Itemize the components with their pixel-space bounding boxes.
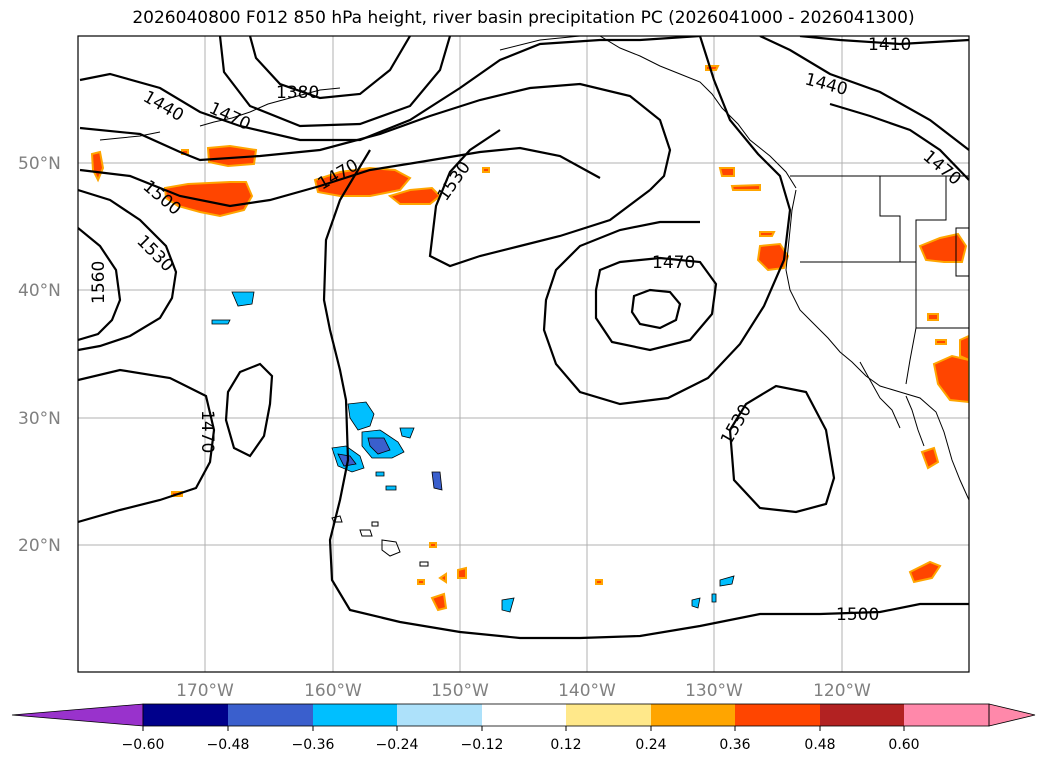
- colorbar-low-extend: [11, 703, 144, 727]
- lat-label: 40°N: [18, 281, 61, 301]
- colorbar-tick-label: −0.12: [461, 737, 504, 753]
- contour-label: 1470: [197, 410, 217, 453]
- positive-precip-patches: [90, 65, 969, 612]
- colorbar-bin: [228, 704, 313, 726]
- colorbar-bin: [735, 704, 820, 726]
- map-layers: 1410 1440 1380 1470 1440 1470 1470 1500 …: [78, 35, 969, 672]
- colorbar-bin: [397, 704, 482, 726]
- longitude-labels: 170°W 160°W 150°W 140°W 130°W 120°W: [176, 681, 871, 701]
- coastlines: [99, 36, 969, 567]
- map-background: [78, 36, 969, 672]
- latitude-labels: 50°N 40°N 30°N 20°N: [18, 154, 61, 556]
- colorbar-tick-label: −0.36: [292, 737, 335, 753]
- map-frame: [77, 35, 970, 673]
- map-title: 2026040800 F012 850 hPa height, river ba…: [132, 8, 915, 28]
- colorbar-bin: [143, 704, 228, 726]
- lat-label: 50°N: [18, 154, 61, 174]
- lon-label: 170°W: [176, 681, 234, 701]
- lon-label: 120°W: [813, 681, 871, 701]
- colorbar-bin: [566, 704, 651, 726]
- colorbar-bin: [313, 704, 397, 726]
- colorbar-tick-label: 0.24: [635, 737, 666, 753]
- contour-label: 1500: [836, 605, 879, 625]
- colorbar-ticks: [142, 726, 905, 731]
- colorbar-tick-label: 0.12: [550, 737, 581, 753]
- contour-label: 1560: [89, 261, 109, 304]
- colorbar: −0.60 −0.48 −0.36 −0.24 −0.12 0.12 0.24 …: [11, 703, 1036, 753]
- colorbar-tick-label: 0.60: [888, 737, 919, 753]
- lon-label: 150°W: [431, 681, 489, 701]
- lat-label: 30°N: [18, 409, 61, 429]
- lon-label: 160°W: [304, 681, 362, 701]
- colorbar-bin: [904, 704, 989, 726]
- colorbar-bin: [482, 704, 566, 726]
- colorbar-high-extend: [988, 703, 1036, 727]
- height-contours: [78, 36, 969, 640]
- colorbar-tick-label: −0.24: [376, 737, 419, 753]
- colorbar-tick-label: −0.60: [122, 737, 165, 753]
- colorbar-bin: [651, 704, 735, 726]
- lat-label: 20°N: [18, 536, 61, 556]
- colorbar-tick-label: 0.36: [719, 737, 750, 753]
- contour-label: 1470: [652, 253, 695, 273]
- colorbar-tick-label: −0.48: [207, 737, 250, 753]
- colorbar-tick-label: 0.48: [804, 737, 835, 753]
- lon-label: 130°W: [685, 681, 743, 701]
- lon-label: 140°W: [558, 681, 616, 701]
- contour-label: 1380: [276, 83, 319, 103]
- contour-label: 1410: [868, 35, 911, 55]
- colorbar-bin: [820, 704, 904, 726]
